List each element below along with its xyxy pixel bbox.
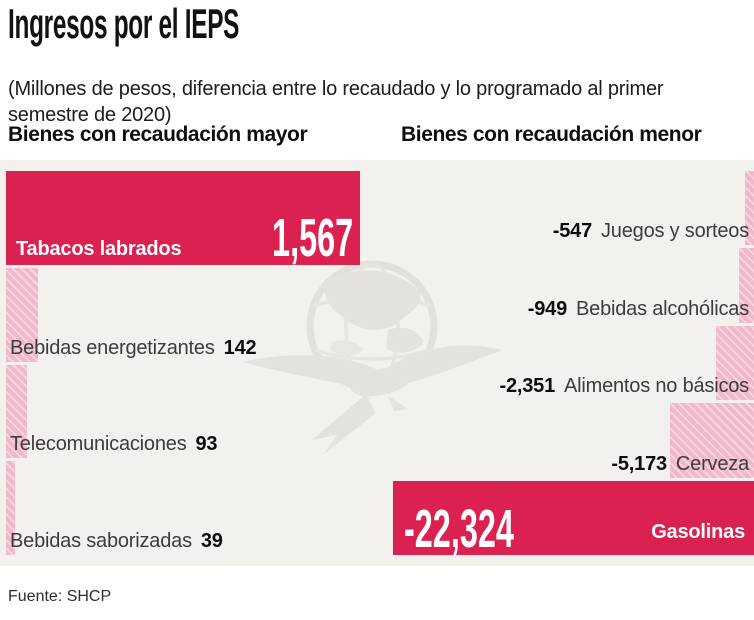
bar-value-bebidas-saborizadas: 39 — [200, 530, 223, 552]
bar-label-tabacos-labrados: Tabacos labrados — [16, 237, 182, 260]
bar-value-juegos-y-sorteos: -547 — [552, 220, 592, 243]
bar-label-bebidas-saborizadas: Bebidas saborizadas — [10, 530, 192, 552]
bar-row-alimentos-no-basicos: -2,351 Alimentos no básicos — [393, 325, 754, 401]
bar-alimentos-no-basicos — [715, 325, 754, 401]
bar-caption-alimentos-no-basicos: -2,351 Alimentos no básicos — [499, 375, 749, 398]
bar-caption-juegos-y-sorteos: -547 Juegos y sorteos — [553, 220, 749, 243]
bar-row-juegos-y-sorteos: -547 Juegos y sorteos — [393, 171, 754, 246]
bar-value-bebidas-energetizantes: 142 — [223, 336, 257, 359]
bar-bebidas-alcoholicas — [738, 248, 754, 323]
bar-row-telecomunicaciones: Telecomunicaciones 93 — [6, 364, 360, 459]
bar-column-menor: -547 Juegos y sorteos -949 Bebidas alcohóli… — [393, 171, 754, 559]
bar-row-bebidas-alcoholicas: -949 Bebidas alcohólicas — [393, 248, 754, 323]
bar-tabacos-labrados: 1,567 Tabacos labrados — [6, 171, 360, 269]
bar-row-bebidas-energetizantes: Bebidas energetizantes 142 — [6, 267, 360, 362]
bar-label-bebidas-energetizantes: Bebidas energetizantes — [10, 336, 215, 359]
column-heading-menor: Bienes con recaudación menor — [401, 123, 702, 146]
bar-juegos-y-sorteos — [745, 171, 754, 246]
bar-value-cerveza: -5,173 — [611, 452, 667, 475]
bar-caption-bebidas-alcoholicas: -949 Bebidas alcohólicas — [528, 298, 749, 321]
bar-label-gasolinas: Gasolinas — [651, 521, 745, 544]
bar-label-bebidas-alcoholicas: Bebidas alcohólicas — [576, 297, 749, 320]
bar-value-alimentos-no-basicos: -2,351 — [499, 375, 555, 398]
bar-caption-bebidas-saborizadas: Bebidas saborizadas 39 — [10, 530, 223, 553]
bar-value-telecomunicaciones: 93 — [195, 433, 218, 456]
bar-row-cerveza: -5,173 Cerveza — [393, 403, 754, 478]
bar-label-cerveza: Cerveza — [675, 452, 749, 475]
bar-caption-bebidas-energetizantes: Bebidas energetizantes 142 — [10, 336, 257, 360]
bar-label-telecomunicaciones: Telecomunicaciones — [10, 433, 187, 456]
bar-value-bebidas-alcoholicas: -949 — [527, 297, 568, 320]
chart-area: 1,567 Tabacos labrados Bebidas energetizan… — [0, 160, 754, 566]
page-subtitle: (Millones de pesos, diferencia entre lo … — [8, 78, 664, 127]
bar-label-juegos-y-sorteos: Juegos y sorteos — [601, 220, 749, 243]
bar-caption-cerveza: -5,173 Cerveza — [611, 453, 749, 476]
bar-row-gasolinas: -22,324 Gasolinas — [393, 480, 754, 559]
bar-bebidas-saborizadas — [6, 461, 15, 555]
source-note: Fuente: SHCP — [8, 588, 112, 605]
bar-cerveza — [670, 403, 754, 478]
bar-caption-telecomunicaciones: Telecomunicaciones 93 — [10, 433, 218, 456]
page-title: Ingresos por el IEPS — [8, 0, 240, 47]
bar-row-bebidas-saborizadas: Bebidas saborizadas 39 — [6, 461, 360, 555]
bar-label-alimentos-no-basicos: Alimentos no básicos — [564, 375, 749, 398]
bar-row-tabacos-labrados: 1,567 Tabacos labrados — [6, 171, 360, 269]
bar-value-tabacos-labrados: 1,567 — [271, 208, 353, 269]
bar-bebidas-energetizantes — [6, 267, 39, 362]
bar-gasolinas: -22,324 Gasolinas — [393, 480, 754, 559]
bar-telecomunicaciones — [6, 364, 27, 459]
column-heading-mayor: Bienes con recaudación mayor — [8, 123, 308, 146]
bar-value-gasolinas: -22,324 — [404, 498, 514, 559]
bar-column-mayor: 1,567 Tabacos labrados Bebidas energetizan… — [6, 171, 360, 555]
